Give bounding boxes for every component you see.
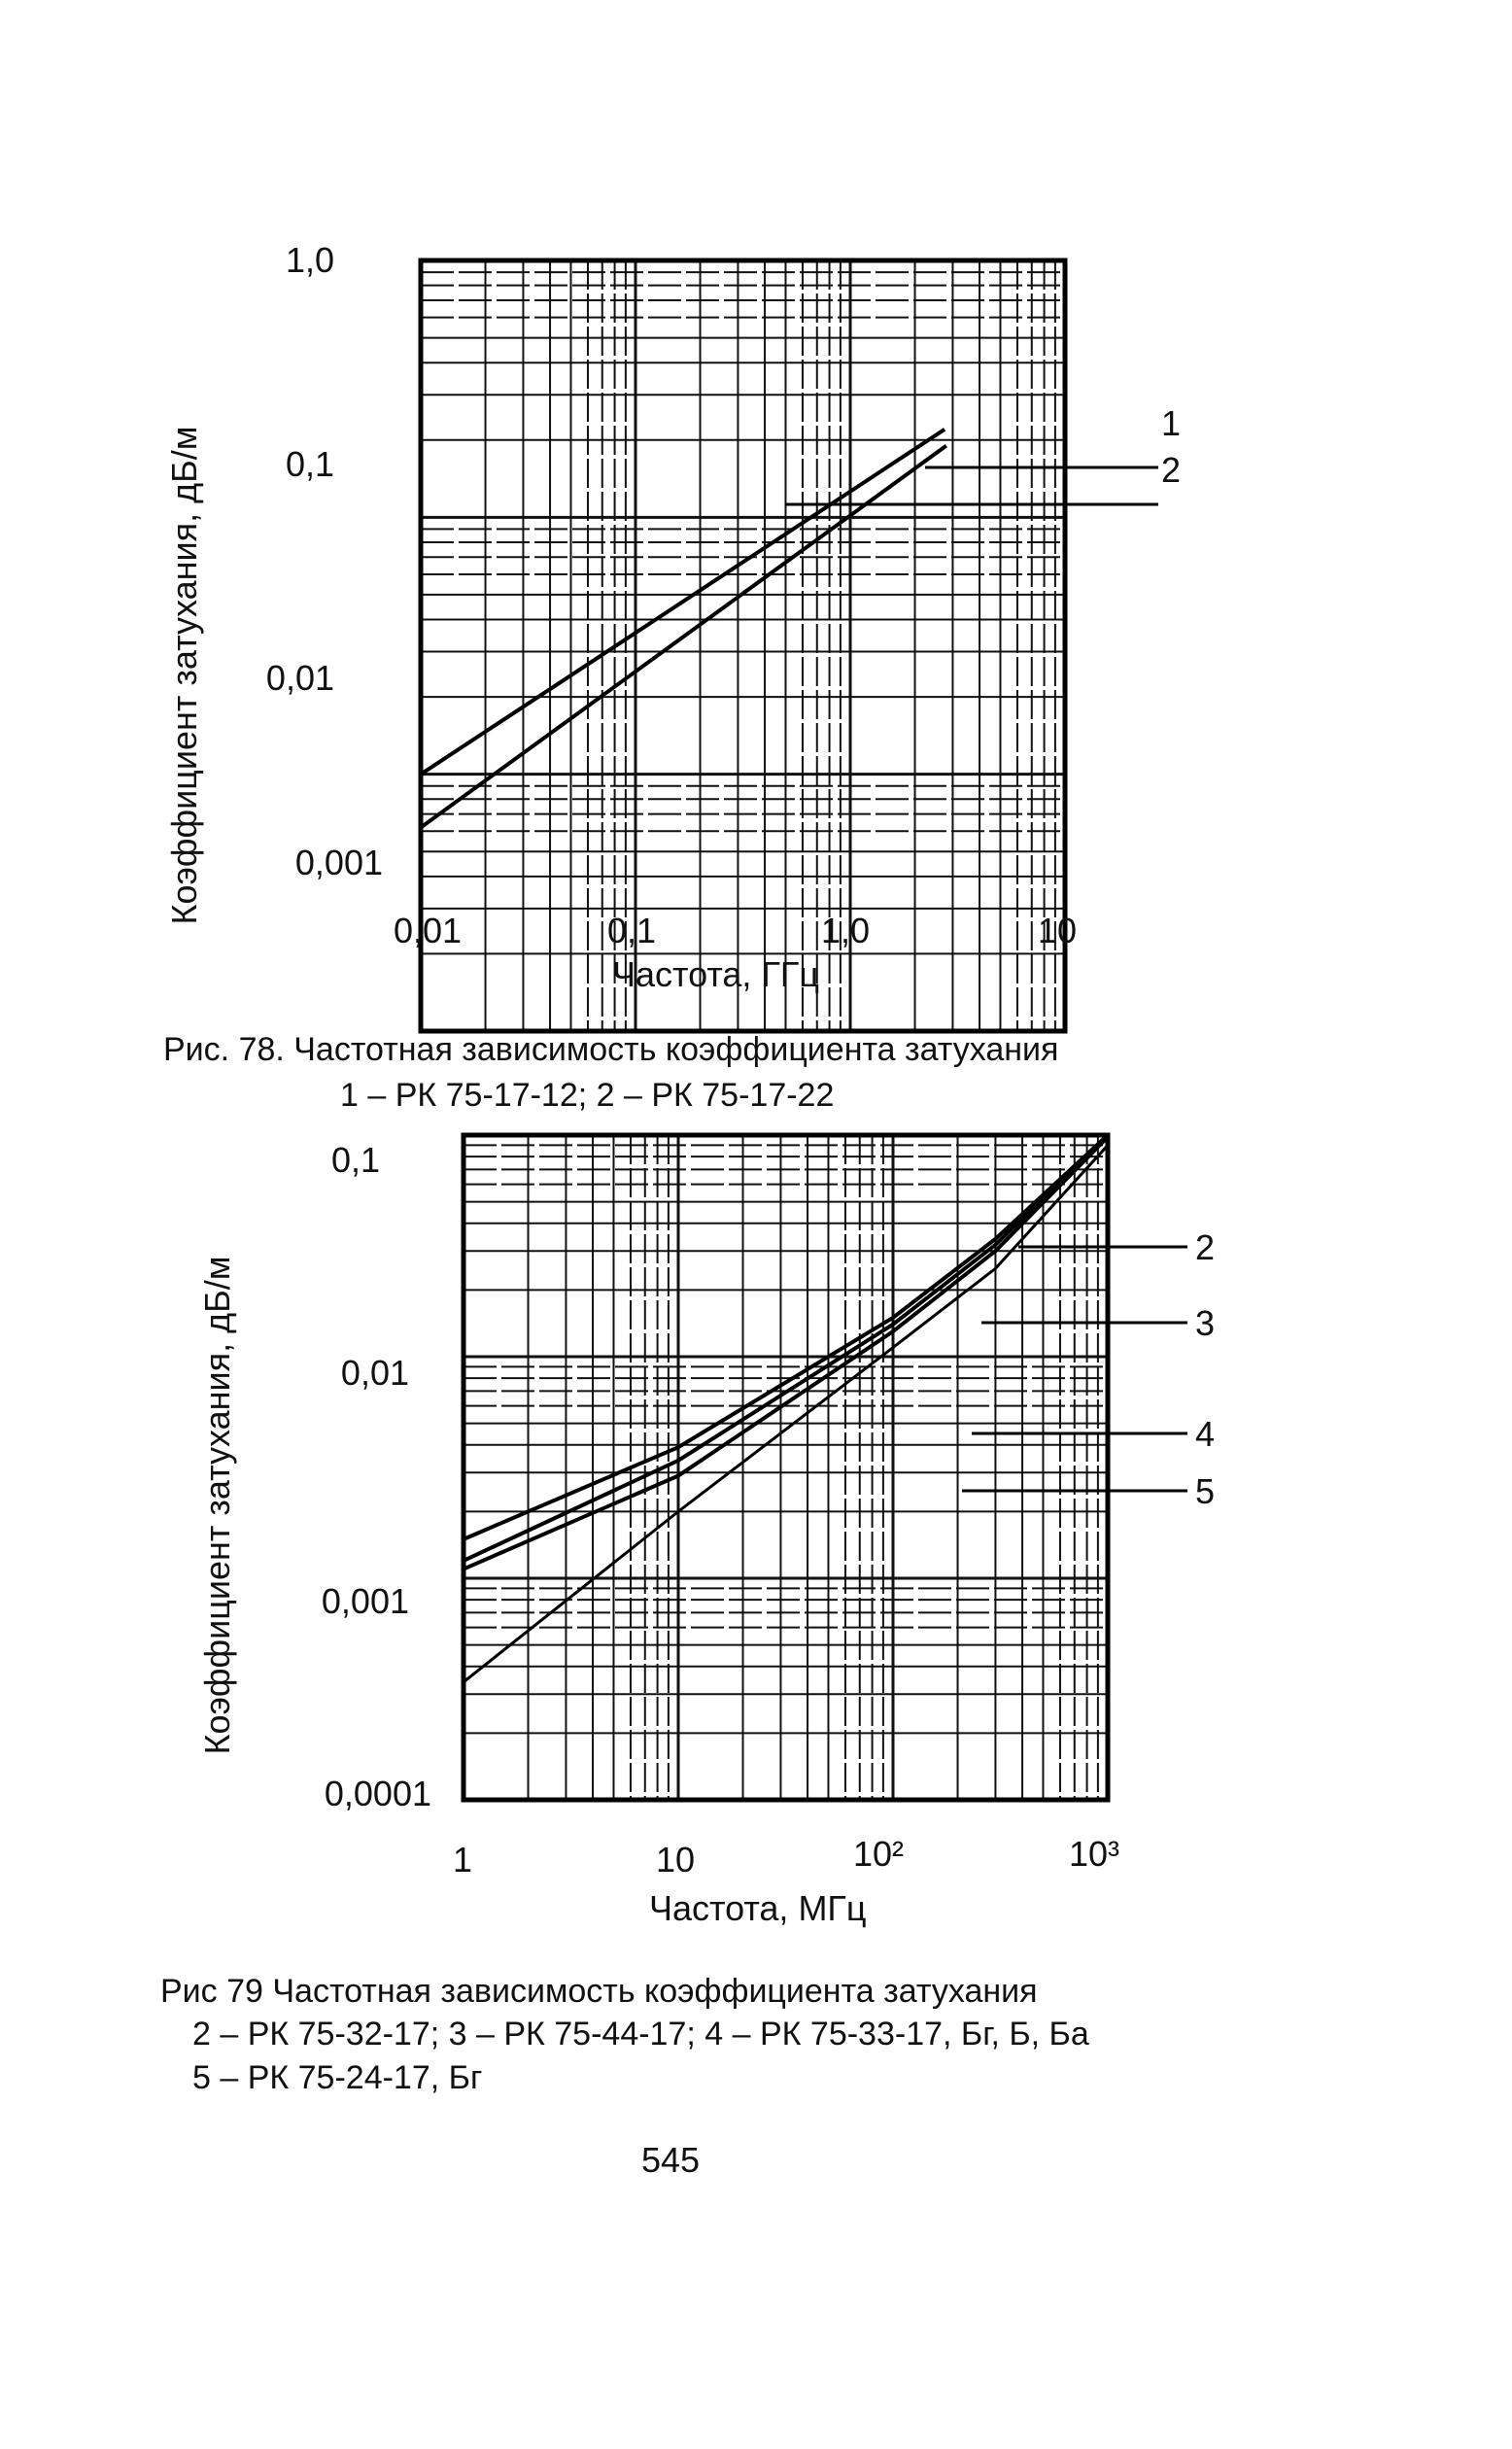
chart1-y-tick: 1,0 [285,240,334,280]
chart1-y-tick: 0,001 [294,843,383,882]
chart1-series-line-1 [419,428,946,776]
chart2-caption-legend-1: 2 – РК 75-32-17; 3 – РК 75-44-17; 4 – РК… [192,2016,1089,2052]
chart2-x-tick: 10 [656,1840,696,1880]
chart1-series-label: 1 [1161,403,1182,443]
chart2-y-axis-label: Коэффициент затухания, дБ/м [197,1256,237,1755]
chart2-caption-legend-2: 5 – РК 75-24-17, Бг [192,2059,483,2096]
chart1-series-label: 2 [1161,450,1182,490]
chart2-x-tick: 10³ [1069,1834,1120,1874]
chart1-series-line-2 [419,444,947,830]
chart2-series-line-4 [463,1135,1110,1571]
chart2-caption-title: Рис 79 Частотная зависимость коэффициент… [160,1973,1038,2010]
chart2-x-tick: 1 [453,1840,473,1880]
chart2-series-label: 2 [1195,1227,1216,1267]
chart1-x-tick: 0,1 [607,911,657,950]
chart1-caption-legend: 1 – РК 75-17-12; 2 – РК 75-17-22 [340,1077,835,1114]
chart2-series-line-2 [463,1133,1110,1541]
chart1-y-axis-label: Коэффициент затухания, дБ/м [164,426,204,925]
chart2-series-label: 5 [1195,1471,1216,1511]
chart2-x-tick: 10² [853,1834,905,1874]
chart1-x-tick: 10 [1038,911,1078,950]
chart1-y-tick: 0,01 [265,658,334,698]
chart1-x-tick: 0,01 [394,911,463,950]
chart2-series-line-5 [463,1144,1110,1683]
chart2-series-line-3 [463,1133,1110,1563]
chart1-caption-title: Рис. 78. Частотная зависимость коэффицие… [163,1031,1059,1068]
page-number: 545 [641,2140,701,2180]
chart2-y-tick: 0,0001 [324,1774,431,1813]
chart1-x-axis-label: Частота, ГГц [612,954,820,994]
chart1-y-tick: 0,1 [285,444,334,484]
chart2-series-label: 3 [1195,1303,1216,1343]
chart1-plot-frame [418,258,1068,1034]
chart2-y-tick: 0,001 [321,1581,409,1621]
chart2-y-tick: 0,1 [330,1140,380,1180]
chart2-y-tick: 0,01 [340,1353,409,1393]
chart2-x-axis-label: Частота, МГц [649,1888,867,1928]
chart1-x-tick: 1,0 [821,911,871,950]
chart2-series-label: 4 [1195,1414,1216,1454]
chart2-plot-frame [461,1132,1111,1803]
